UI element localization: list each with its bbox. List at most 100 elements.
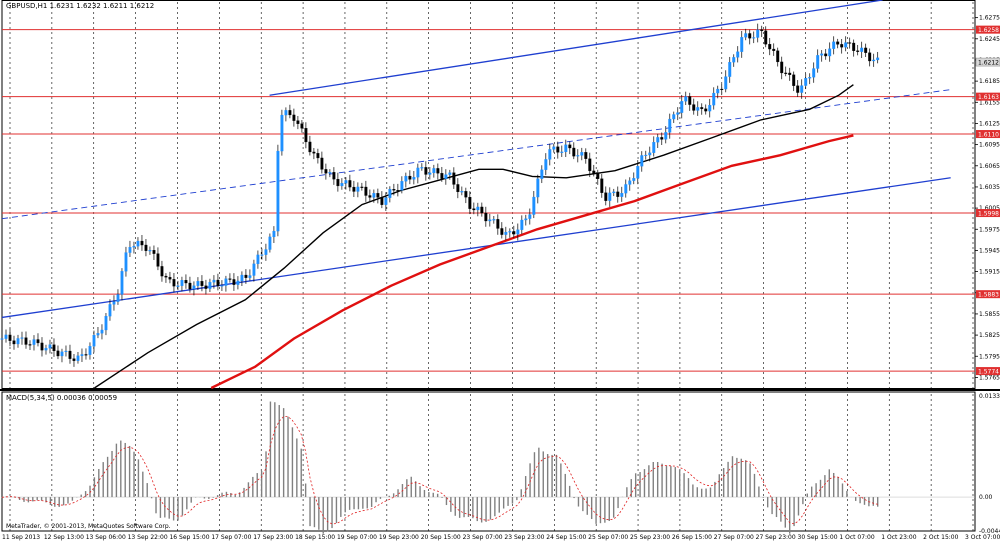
candle-bear [36,339,40,344]
candle-bear [864,47,868,53]
candle-bull [668,118,672,133]
candle-bull [76,355,80,361]
candle-bull [256,254,260,265]
candle-bull [80,354,84,356]
current-price-label: 1.6212 [978,59,999,66]
candle-bull [564,144,568,153]
candle-bull [400,181,404,191]
candle-bull [248,275,252,278]
candle-bull [116,294,120,302]
candle-bull [264,249,268,255]
candle-bear [604,192,608,201]
candle-bull [344,180,348,184]
candle-bear [868,52,872,62]
candle-bull [96,333,100,336]
candle-bull [728,62,732,77]
candle-bull [252,263,256,276]
price-tick-label: 1.5825 [979,332,1000,339]
candle-bear [160,266,164,277]
price-tick-label: 1.6125 [979,120,1000,127]
candle-bear [204,285,208,289]
price-tick-label: 1.5855 [979,311,1000,318]
candle-bull [548,149,552,160]
candle-bull [832,41,836,49]
x-tick-label: 26 Sep 15:00 [672,534,712,541]
candle-bear [496,219,500,229]
candle-bear [500,228,504,235]
candle-bear [660,137,664,140]
candle-bull [524,218,528,221]
x-tick-label: 23 Sep 07:00 [463,534,503,541]
candle-bull [676,112,680,115]
candle-bear [56,350,60,357]
candle-bull [672,114,676,120]
candle-bear [512,231,516,235]
candle-bull [628,180,632,185]
candle-bear [616,191,620,197]
candle-bear [792,74,796,86]
candle-bull [384,197,388,205]
candle-bull [844,42,848,48]
indicator-tick-label: -0.00449 [979,528,1000,535]
candle-bull [416,167,420,178]
candle-bear [452,172,456,185]
candle-bear [368,195,372,198]
candle-bull [112,301,116,305]
candle-bull [136,240,140,247]
candle-bull [580,152,584,156]
candle-bear [68,350,72,359]
candle-bear [784,72,788,74]
candle-bull [724,76,728,90]
candle-bull [620,193,624,197]
candle-bull [284,110,288,116]
candle-bear [308,141,312,153]
candle-bear [596,173,600,179]
candle-bull [612,191,616,194]
candle-bull [684,96,688,102]
candle-bear [748,33,752,39]
candle-bull [236,280,240,285]
channel-upper-line [269,0,883,96]
candle-bear [164,275,168,278]
x-tick-label: 11 Sep 2013 [2,534,40,541]
candle-bear [436,168,440,174]
candle-bull [812,68,816,78]
indicator-tick-label: 0.00 [979,494,993,501]
candle-bull [208,282,212,289]
candle-bull [268,236,272,250]
candle-bull [640,155,644,167]
candle-bear [352,186,356,192]
level-label-box [976,130,1000,139]
candle-bear [776,50,780,63]
macd-signal-line [1,416,878,525]
candle-bull [520,219,524,230]
candle-bull [272,230,276,238]
candle-bull [508,231,512,233]
candle-bull [180,280,184,286]
x-tick-label: 23 Sep 23:00 [504,534,544,541]
candle-bull [804,78,808,86]
candle-bull [432,168,436,174]
candle-bear [12,340,16,345]
moving-average-black [94,84,854,389]
candle-bull [196,281,200,286]
price-tick-label: 1.5915 [979,269,1000,276]
level-label-box [976,290,1000,299]
candle-bull [872,59,876,62]
candle-bull [756,29,760,38]
x-tick-label: 30 Sep 15:00 [798,534,838,541]
candle-bear [228,278,232,280]
candle-bull [552,146,556,150]
candle-bull [132,246,136,248]
candle-bear [700,107,704,109]
x-tick-label: 27 Sep 23:00 [756,534,796,541]
candle-bear [312,151,316,154]
candle-bear [156,253,160,267]
candle-bear [824,53,828,57]
candle-bear [600,178,604,193]
candle-bear [688,96,692,105]
candle-bear [772,48,776,51]
candle-bull [276,150,280,232]
